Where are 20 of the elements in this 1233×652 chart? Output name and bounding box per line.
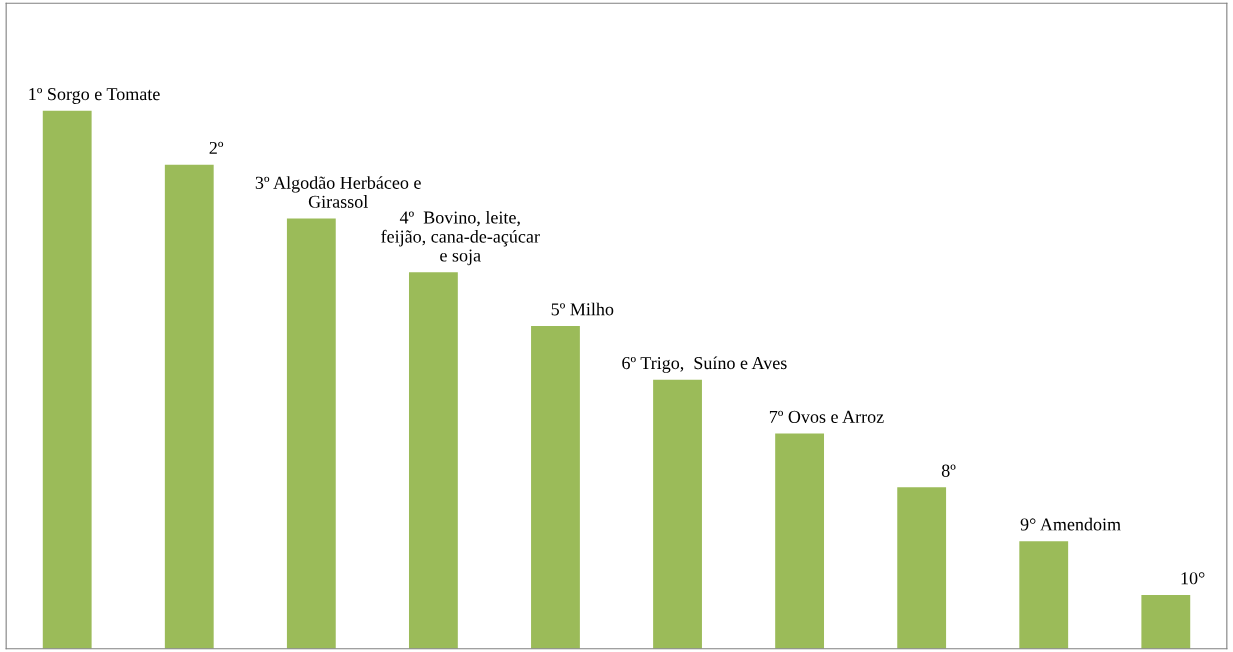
x-tick-label: 4º Bovino, leite, feijão, cana-de-açúcar e soja bbox=[381, 210, 540, 266]
bar bbox=[897, 487, 947, 649]
x-tick-label: 5º Milho bbox=[551, 302, 614, 316]
bar bbox=[42, 110, 92, 649]
bar bbox=[164, 164, 214, 649]
bar bbox=[408, 272, 458, 649]
x-tick-label: 1º Sorgo e Tomate bbox=[29, 87, 160, 104]
x-tick-label: 8º bbox=[941, 464, 956, 477]
x-tick-label: 10° bbox=[1181, 572, 1205, 585]
x-tick-label: 7º Ovos e Arroz bbox=[769, 410, 884, 423]
x-tick-label: 3º Algodão Herbáceo e Girassol bbox=[255, 176, 421, 208]
x-tick-label: 9° Amendoim bbox=[1020, 517, 1121, 531]
x-tick-label: 6º Trigo, Suíno e Aves bbox=[622, 356, 787, 373]
bar bbox=[286, 218, 336, 649]
bar bbox=[531, 326, 580, 649]
bar bbox=[775, 433, 825, 649]
bar bbox=[1019, 541, 1069, 649]
x-tick-label: 2º bbox=[209, 141, 224, 154]
bar bbox=[653, 379, 702, 649]
bar bbox=[1141, 594, 1191, 649]
